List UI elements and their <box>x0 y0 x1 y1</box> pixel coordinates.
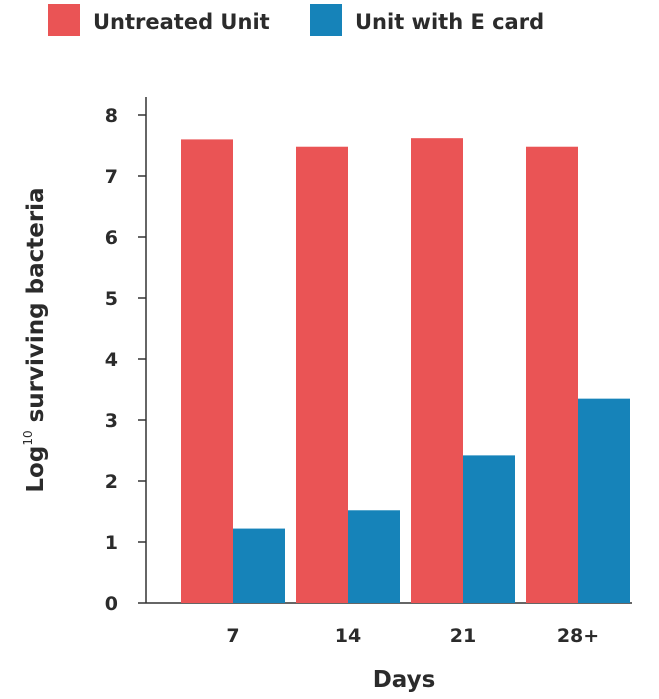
bars <box>181 138 630 603</box>
y-tick-label: 0 <box>105 593 118 615</box>
bar-untreated-day-21 <box>411 138 463 603</box>
y-axis-title: Log10 surviving bacteria <box>21 187 49 492</box>
bar-ecard-day-7 <box>233 528 285 603</box>
bar-untreated-day-14 <box>296 146 348 603</box>
y-tick-label: 4 <box>105 349 118 371</box>
bar-untreated-day-7 <box>181 139 233 603</box>
x-tick-label: 21 <box>450 625 476 647</box>
legend: Untreated Unit Unit with E card <box>48 4 544 36</box>
legend-label-ecard: Unit with E card <box>355 10 544 34</box>
y-tick-label: 7 <box>105 166 118 188</box>
x-tick-label: 28+ <box>557 625 599 647</box>
legend-swatch-ecard <box>310 4 342 36</box>
y-tick-label: 8 <box>105 105 118 127</box>
legend-label-untreated: Untreated Unit <box>93 10 270 34</box>
bar-ecard-day-14 <box>348 510 400 603</box>
bar-untreated-day-28plus <box>526 146 578 603</box>
x-axis-title: Days <box>373 667 436 693</box>
y-tick-label: 5 <box>105 288 118 310</box>
x-tick-label: 7 <box>226 625 239 647</box>
legend-swatch-untreated <box>48 4 80 36</box>
y-tick-label: 2 <box>105 471 118 493</box>
y-tick-label: 1 <box>105 532 118 554</box>
y-tick-label: 3 <box>105 410 118 432</box>
y-ticks: 0 1 2 3 4 5 6 7 8 <box>105 105 146 615</box>
bar-ecard-day-21 <box>463 455 515 603</box>
y-tick-label: 6 <box>105 227 118 249</box>
x-tick-label: 14 <box>335 625 361 647</box>
bar-ecard-day-28plus <box>578 398 630 603</box>
x-ticks: 7 14 21 28+ <box>226 625 599 647</box>
